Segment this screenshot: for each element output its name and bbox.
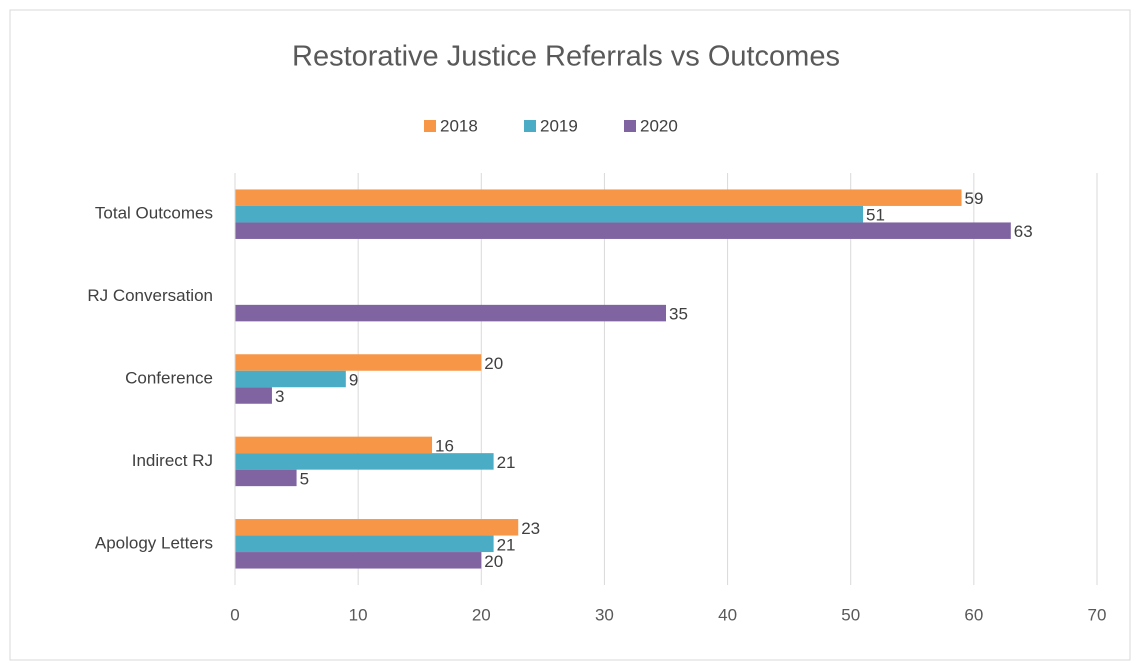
legend-label: 2020 [640,116,678,135]
data-label: 21 [497,535,516,554]
data-label: 23 [521,519,540,538]
bar [235,519,519,536]
data-label: 9 [349,370,358,389]
data-label: 21 [497,453,516,472]
legend-swatch [624,120,636,132]
bar [235,469,297,487]
x-tick-label: 40 [718,605,737,624]
data-label: 63 [1014,222,1033,241]
bar [235,370,346,388]
bar [235,436,433,454]
bar [235,552,482,569]
data-label: 35 [669,305,688,324]
bar [235,222,1011,239]
bar [235,189,962,206]
data-label: 16 [435,436,454,455]
data-label: 20 [484,354,503,373]
bar [235,453,494,470]
data-label: 59 [965,189,984,208]
x-tick-label: 0 [230,605,239,624]
y-tick-label: Apology Letters [95,533,213,552]
y-tick-label: Conference [125,368,213,387]
y-tick-label: Total Outcomes [95,204,213,223]
data-label: 5 [300,469,309,488]
y-tick-label: RJ Conversation [87,286,213,305]
x-tick-label: 10 [349,605,368,624]
x-tick-label: 50 [841,605,860,624]
legend-swatch [524,120,536,132]
x-tick-label: 30 [595,605,614,624]
data-label: 3 [275,387,284,406]
legend-swatch [424,120,436,132]
bar [235,205,864,223]
data-label: 51 [866,206,885,225]
data-label: 20 [484,552,503,571]
bar [235,387,272,404]
bar [235,304,666,322]
x-tick-label: 70 [1088,605,1107,624]
chart-border [9,9,1131,661]
chart-title: Restorative Justice Referrals vs Outcome… [292,41,840,73]
legend-label: 2018 [440,116,478,135]
legend-label: 2019 [540,116,578,135]
x-tick-label: 60 [964,605,983,624]
x-tick-label: 20 [472,605,491,624]
bar [235,354,482,371]
bar [235,535,494,553]
y-tick-label: Indirect RJ [132,451,213,470]
